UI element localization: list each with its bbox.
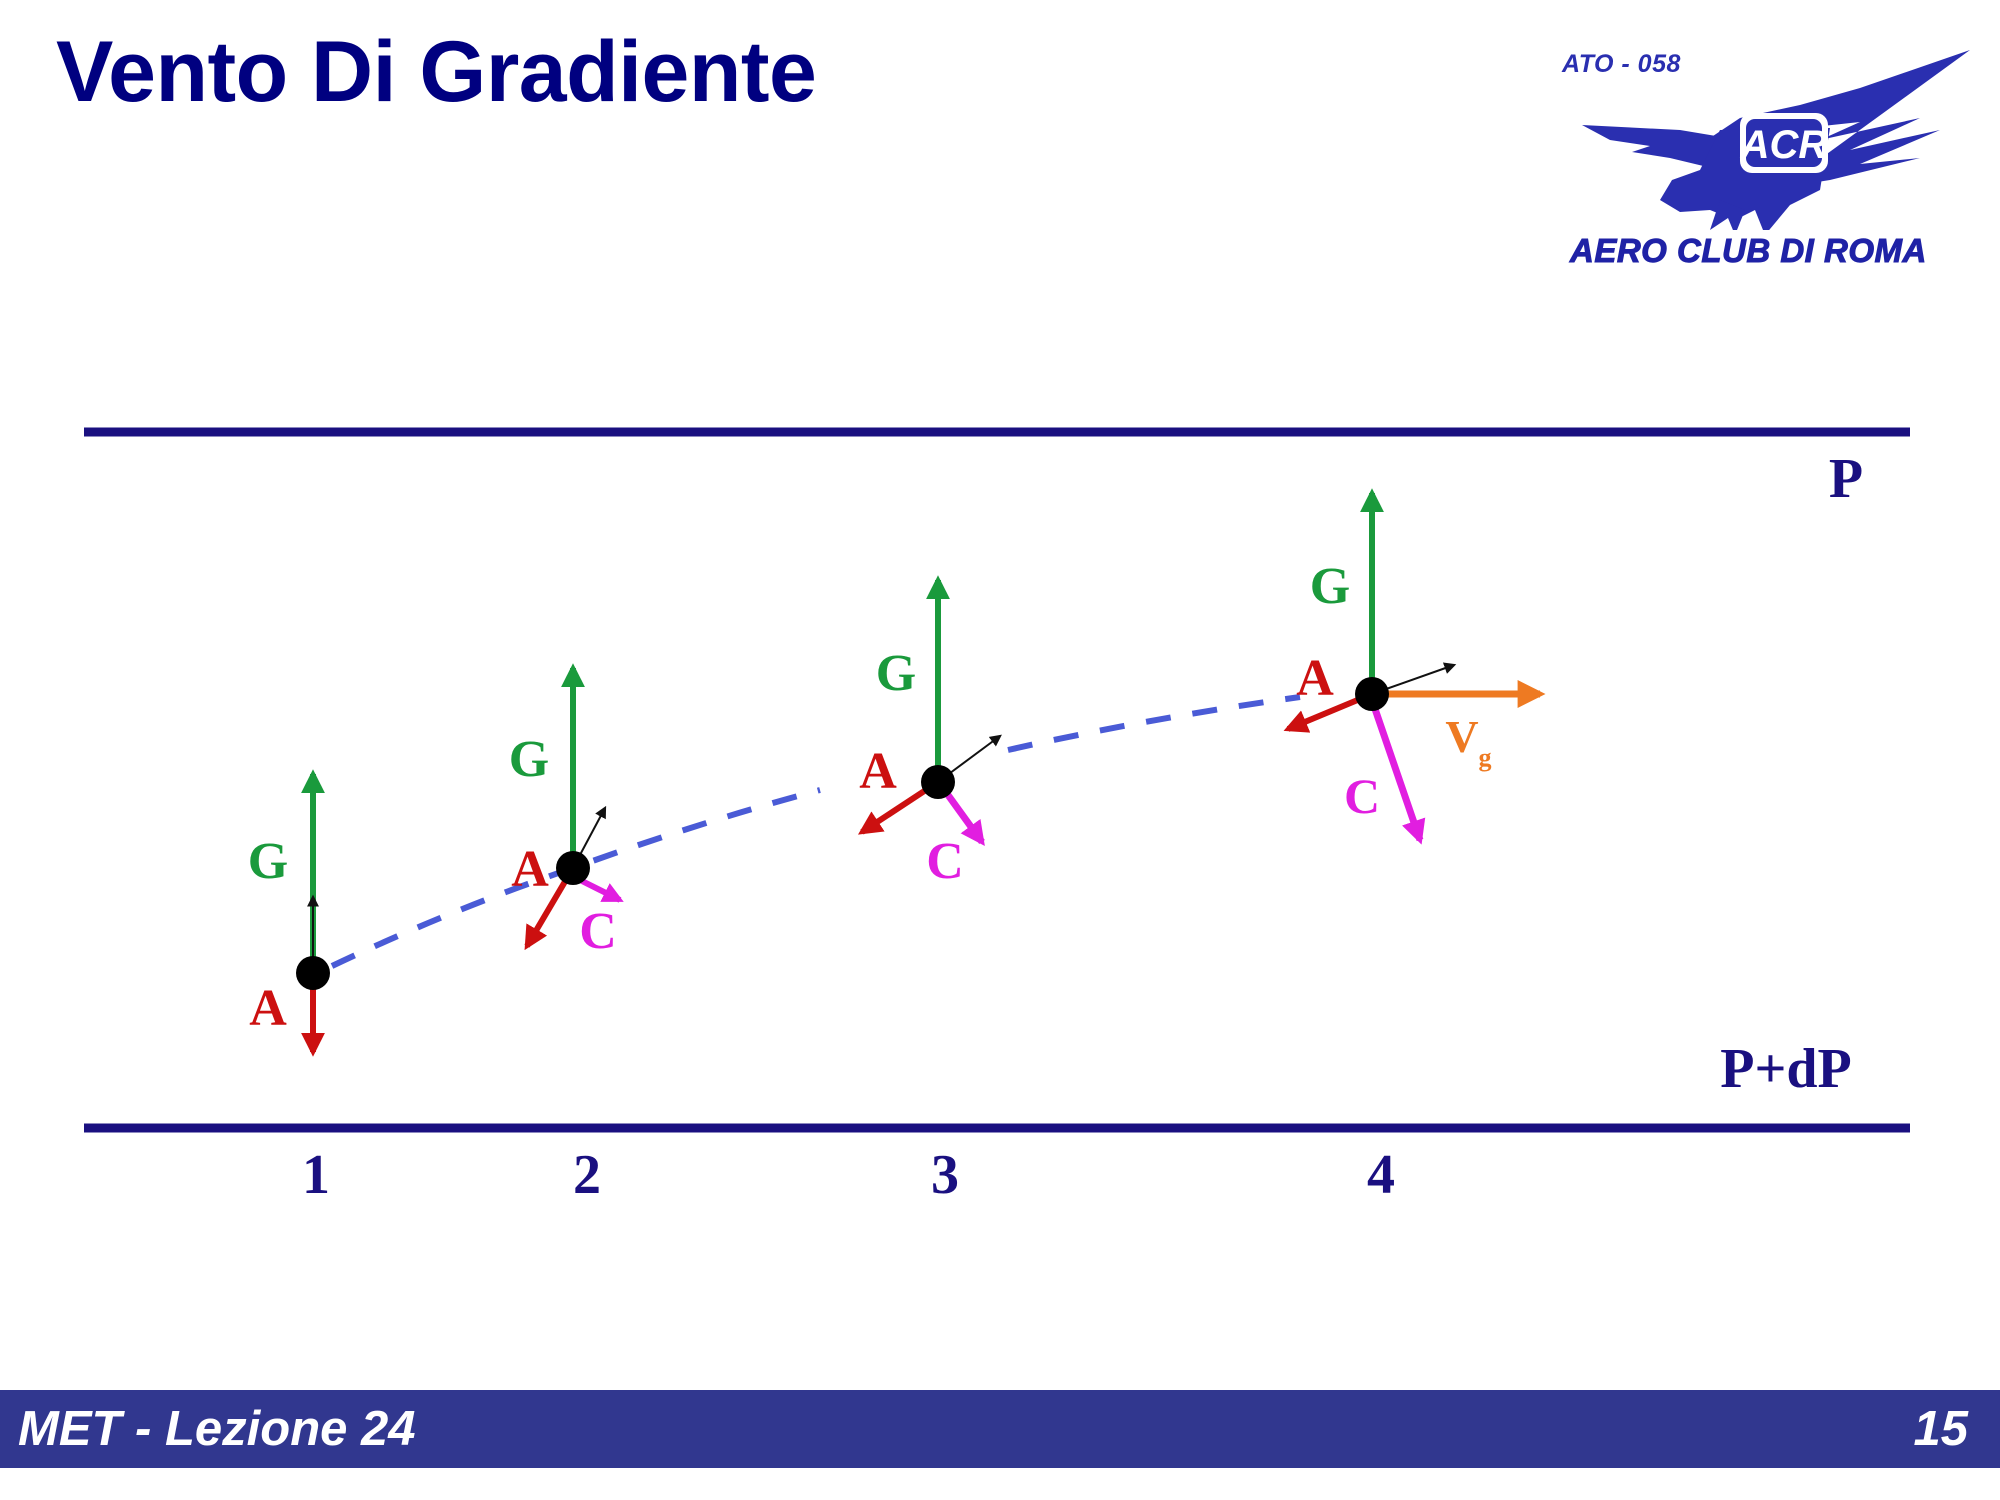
label-g-3: G: [876, 645, 916, 702]
position-number-1: 1: [302, 1144, 330, 1206]
arrow-c-4: [1370, 704, 1426, 845]
trajectory-path-a: [330, 787, 821, 969]
position-number-3: 3: [931, 1144, 959, 1206]
label-a-3: A: [859, 743, 897, 800]
label-g-2: G: [509, 731, 549, 788]
parcel-position-3: G A C: [857, 575, 1002, 890]
label-a-1: A: [249, 980, 287, 1037]
eagle-icon: ACR: [1582, 50, 1970, 230]
trajectory-path-b: [1007, 694, 1301, 753]
isobar-top-label: P: [1829, 448, 1863, 510]
logo-ato-code: ATO - 058: [1562, 50, 1681, 78]
position-number-4: 4: [1367, 1144, 1395, 1206]
parcel-dot-2: [556, 851, 590, 885]
aero-club-logo: ACR ATO - 058 AERO CLUB DI ROMA: [1560, 30, 2000, 290]
label-vg-4: V: [1445, 711, 1478, 762]
parcel-dot-4: [1355, 677, 1389, 711]
logo-monogram: ACR: [1740, 123, 1828, 167]
footer-lesson-label: MET - Lezione 24: [18, 1402, 416, 1456]
slide-title: Vento Di Gradiente: [56, 24, 817, 120]
label-c-3: C: [926, 833, 964, 890]
footer-page-number: 15: [1913, 1402, 1968, 1456]
parcel-position-4: G A C V g: [1283, 488, 1546, 845]
parcel-dot-3: [921, 765, 955, 799]
parcel-position-1: G A: [248, 769, 330, 1057]
label-c-2: C: [579, 903, 617, 960]
label-g-4: G: [1310, 558, 1350, 615]
parcel-position-2: G A C: [509, 663, 624, 960]
isobar-bottom-label: P+dP: [1720, 1038, 1851, 1100]
arrow-c-2: [578, 877, 624, 903]
label-vg-sub-4: g: [1479, 743, 1492, 772]
label-c-4: C: [1344, 768, 1380, 824]
label-a-2: A: [511, 841, 549, 898]
parcel-dot-1: [296, 956, 330, 990]
label-g-1: G: [248, 833, 288, 890]
arrow-c-3: [945, 792, 985, 846]
slide-footer: MET - Lezione 24 15: [0, 1390, 2000, 1468]
logo-club-name: AERO CLUB DI ROMA: [1570, 232, 1927, 270]
label-a-4: A: [1296, 650, 1334, 707]
position-number-2: 2: [573, 1144, 601, 1206]
